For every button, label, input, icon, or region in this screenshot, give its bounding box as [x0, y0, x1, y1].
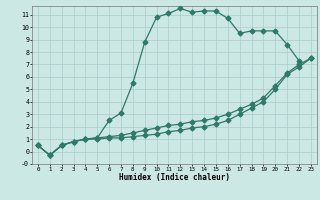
X-axis label: Humidex (Indice chaleur): Humidex (Indice chaleur) — [119, 173, 230, 182]
